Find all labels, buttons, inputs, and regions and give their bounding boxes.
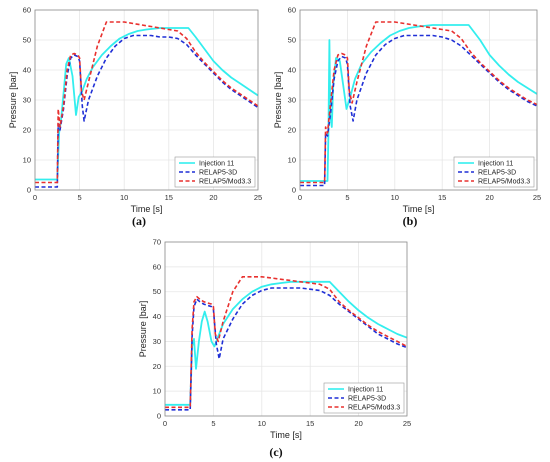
y-tick-label: 10 — [288, 156, 296, 165]
chart-panel-3: 0 5 10 15 20 25 0 10 20 30 40 50 60 70 Time [s] Pressur… — [138, 238, 411, 460]
y-tick-label: 60 — [288, 6, 296, 15]
series-line-3 — [35, 21, 258, 184]
x-tick-label: 5 — [78, 193, 82, 202]
x-axis-label: Time [s] — [270, 430, 302, 440]
y-tick-label: 20 — [153, 362, 161, 371]
legend-label-2: RELAP5-3D — [478, 170, 516, 177]
x-tick-label: 15 — [306, 419, 314, 428]
legend-label-1: Injection 11 — [199, 161, 234, 168]
y-tick-label: 40 — [153, 312, 161, 321]
x-axis-label: Time [s] — [131, 204, 163, 214]
y-tick-label: 50 — [288, 36, 296, 45]
y-tick-label: 40 — [288, 66, 296, 75]
axes-frame — [34, 9, 259, 191]
y-tick-label: 30 — [288, 96, 296, 105]
y-tick-label: 70 — [153, 238, 161, 247]
y-tick-label: 30 — [23, 96, 31, 105]
x-tick-label: 0 — [298, 193, 302, 202]
x-tick-label: 15 — [165, 193, 173, 202]
x-tick-label: 25 — [403, 419, 411, 428]
y-axis-label: Pressure [bar] — [8, 72, 18, 129]
y-tick-label: 0 — [292, 186, 296, 195]
y-tick-label: 20 — [288, 126, 296, 135]
legend-label-1: Injection 11 — [348, 387, 383, 394]
series-line-3 — [300, 21, 537, 184]
axes-frame — [299, 9, 538, 191]
legend-label-3: RELAP5/Mod3.3 — [348, 405, 400, 412]
y-tick-label: 10 — [153, 387, 161, 396]
y-tick-label: 50 — [153, 287, 161, 296]
y-tick-label: 0 — [27, 186, 31, 195]
chart-panel-1: 0 5 10 15 20 25 0 10 20 30 40 50 60 Time [s] Pressure … — [8, 6, 262, 229]
panel-label: (c) — [269, 445, 282, 459]
y-tick-label: 20 — [23, 126, 31, 135]
y-tick-label: 0 — [157, 412, 161, 421]
y-tick-label: 50 — [23, 36, 31, 45]
series-line-2 — [300, 34, 537, 187]
y-tick-label: 30 — [153, 337, 161, 346]
y-tick-label: 10 — [23, 156, 31, 165]
x-tick-label: 25 — [254, 193, 262, 202]
x-tick-label: 10 — [258, 419, 266, 428]
panel-label: (a) — [132, 214, 146, 228]
y-tick-label: 60 — [153, 262, 161, 271]
series-line-1 — [300, 24, 537, 182]
x-axis-label: Time [s] — [403, 204, 435, 214]
x-tick-label: 10 — [391, 193, 399, 202]
legend-label-2: RELAP5-3D — [199, 170, 237, 177]
axes-frame — [164, 241, 408, 417]
x-tick-label: 20 — [485, 193, 493, 202]
legend-label-1: Injection 11 — [478, 161, 513, 168]
panel-label: (b) — [403, 214, 418, 228]
x-tick-label: 20 — [209, 193, 217, 202]
y-axis-label: Pressure [bar] — [273, 72, 283, 129]
x-tick-label: 10 — [120, 193, 128, 202]
series-line-1 — [35, 27, 258, 181]
x-tick-label: 5 — [211, 419, 215, 428]
legend-label-2: RELAP5-3D — [348, 396, 386, 403]
x-tick-label: 0 — [33, 193, 37, 202]
legend-label-3: RELAP5/Mod3.3 — [478, 179, 530, 186]
chart-panel-2: 0 5 10 15 20 25 0 10 20 30 40 50 60 Time [s] Pressure … — [273, 6, 541, 229]
x-tick-label: 25 — [533, 193, 541, 202]
x-tick-label: 5 — [345, 193, 349, 202]
y-tick-label: 60 — [23, 6, 31, 15]
x-tick-label: 15 — [438, 193, 446, 202]
y-tick-label: 40 — [23, 66, 31, 75]
series-line-1 — [165, 280, 407, 406]
series-line-3 — [165, 275, 407, 409]
x-tick-label: 20 — [354, 419, 362, 428]
series-line-2 — [35, 34, 258, 188]
y-axis-label: Pressure [bar] — [138, 301, 148, 358]
legend-label-3: RELAP5/Mod3.3 — [199, 179, 251, 186]
x-tick-label: 0 — [163, 419, 167, 428]
